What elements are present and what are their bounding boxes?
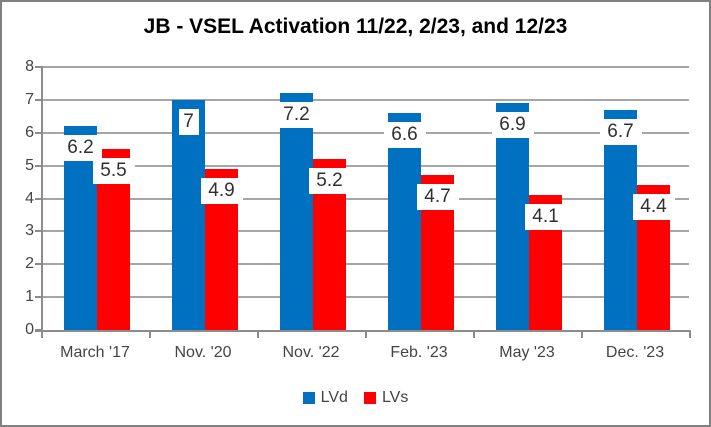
- bar-lvd: [172, 99, 205, 330]
- y-axis-tick: [35, 131, 43, 134]
- gridline: [41, 66, 689, 68]
- y-axis-tick: [35, 263, 43, 266]
- data-label-lvs: 5.2: [308, 168, 351, 195]
- x-axis-tick: [473, 330, 475, 338]
- y-axis-label: 4: [25, 189, 34, 207]
- y-axis-tick: [35, 66, 43, 68]
- x-axis-category-label: Nov. '20: [174, 344, 232, 361]
- data-label-lvd: 6.7: [599, 118, 642, 145]
- bar-lvd: [388, 113, 421, 330]
- y-axis-label: 2: [25, 255, 34, 273]
- x-axis-tick: [149, 330, 151, 338]
- data-label-lvd: 7: [178, 108, 199, 135]
- x-axis-category-label: March '17: [60, 344, 130, 361]
- x-axis-tick: [41, 330, 43, 338]
- x-axis-tick: [257, 330, 259, 338]
- gridline: [41, 230, 689, 233]
- gridline: [41, 197, 689, 200]
- legend-item-lvs: LVs: [363, 389, 409, 407]
- y-axis-tick: [35, 98, 43, 101]
- x-axis-category-label: May '23: [499, 344, 555, 361]
- data-label-lvs: 4.4: [632, 194, 675, 221]
- y-axis-label: 3: [25, 222, 34, 240]
- x-axis-category-label: Feb. '23: [390, 344, 448, 361]
- legend-label-lvd: LVd: [320, 389, 348, 406]
- legend-swatch-lvd-icon: [302, 392, 315, 404]
- chart-legend: LVd LVs: [2, 389, 709, 407]
- y-axis-tick: [35, 197, 43, 200]
- y-axis-label: 8: [25, 58, 34, 75]
- y-axis-tick: [35, 329, 43, 331]
- gridline: [41, 98, 689, 101]
- gridline: [41, 263, 689, 266]
- x-axis-category-label: Nov. '22: [282, 344, 340, 361]
- y-axis-label: 6: [25, 123, 34, 141]
- x-axis-line: [35, 330, 689, 332]
- data-label-lvs: 4.7: [416, 184, 459, 211]
- y-axis-label: 0: [25, 321, 34, 338]
- legend-swatch-lvs-icon: [363, 392, 376, 404]
- y-axis-tick: [35, 164, 43, 167]
- y-axis-tick: [35, 296, 43, 299]
- y-axis-label: 7: [25, 90, 34, 108]
- data-label-lvd: 7.2: [275, 102, 318, 129]
- data-label-lvd: 6.6: [383, 122, 426, 149]
- data-label-lvs: 4.1: [524, 204, 567, 231]
- x-axis-tick: [581, 330, 583, 338]
- data-label-lvs: 4.9: [200, 177, 243, 204]
- y-axis-tick: [35, 230, 43, 233]
- data-label-lvs: 5.5: [92, 158, 135, 185]
- gridline: [41, 131, 689, 134]
- bar-lvd: [280, 93, 313, 330]
- x-axis-tick: [689, 330, 691, 338]
- y-axis-label: 1: [25, 288, 34, 306]
- y-axis-line: [41, 67, 43, 337]
- data-label-lvd: 6.2: [59, 135, 102, 162]
- legend-item-lvd: LVd: [302, 389, 348, 407]
- x-axis-tick: [365, 330, 367, 338]
- bar-lvd: [604, 109, 637, 330]
- legend-label-lvs: LVs: [381, 389, 409, 406]
- gridline: [41, 164, 689, 167]
- chart-title: JB - VSEL Activation 11/22, 2/23, and 12…: [143, 15, 568, 38]
- x-axis-category-label: Dec. '23: [605, 344, 665, 361]
- data-label-lvd: 6.9: [491, 112, 534, 139]
- bar-lvd: [496, 103, 529, 330]
- y-axis-label: 5: [25, 156, 34, 174]
- gridline: [41, 296, 689, 299]
